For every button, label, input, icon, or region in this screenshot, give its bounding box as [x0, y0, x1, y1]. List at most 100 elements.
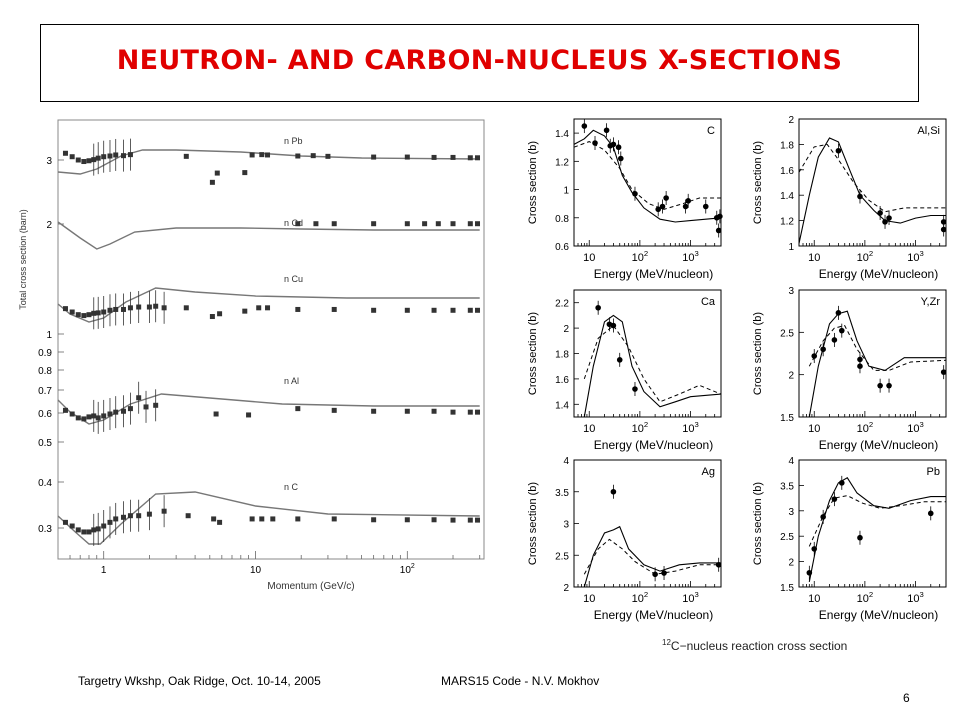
data-point: [927, 510, 934, 517]
data-point: [246, 412, 252, 418]
data-point: [886, 215, 892, 221]
y-tick-label: 2: [788, 371, 794, 382]
data-point: [467, 409, 473, 415]
panel-ca: 10 102 103 Energy (MeV/nucleon) 1.4 1.6 1.8 2 2.…: [527, 289, 722, 452]
data-point: [120, 306, 126, 312]
model-curve-dashed: [798, 143, 946, 213]
data-point: [62, 519, 68, 525]
data-point: [717, 213, 723, 220]
footer-left: Targetry Wkshp, Oak Ridge, Oct. 10-14, 2…: [78, 674, 321, 688]
data-point: [371, 408, 377, 414]
y-tick-label: 2.5: [780, 532, 794, 543]
data-point: [610, 141, 617, 148]
y-tick-label: 2: [563, 324, 569, 335]
model-curve-solid: [573, 129, 722, 223]
y-tick-label: 3: [788, 507, 794, 518]
footer-center: MARS15 Code - N.V. Mokhov: [441, 674, 600, 688]
data-point: [185, 513, 191, 519]
data-point: [62, 306, 68, 312]
y-axis-label: Cross section (b): [752, 141, 764, 224]
data-point: [113, 152, 119, 158]
left-plot-background: [14, 112, 488, 606]
data-point: [820, 346, 826, 353]
series-n-cu: n Cu: [57, 274, 481, 330]
y-tick-label: 1.2: [780, 217, 794, 228]
series-label: n Cu: [284, 274, 303, 284]
series-n-c: n C: [57, 482, 481, 546]
neutron-cross-section-plot: 1 10 102 Momentum (GeV/c) Total cross sectio…: [14, 112, 488, 606]
model-curve-dashed: [808, 495, 946, 547]
data-point: [143, 404, 149, 410]
data-point: [886, 382, 892, 389]
data-point: [153, 303, 159, 309]
data-point: [146, 304, 152, 310]
data-point: [101, 413, 107, 419]
data-point: [107, 411, 113, 417]
data-point: [422, 221, 428, 227]
model-curve-dashed: [808, 325, 947, 371]
y-axis-label: Cross section (b): [527, 312, 539, 395]
y-tick-label: 1.5: [780, 413, 794, 424]
panel-ag: 10 102 103 Energy (MeV/nucleon) 2 2.5 3 3.5 4 Cro…: [527, 456, 722, 622]
data-point: [404, 408, 410, 414]
data-point: [857, 534, 863, 541]
data-point: [101, 523, 107, 529]
data-point: [62, 407, 68, 413]
data-point: [431, 307, 437, 313]
x-tick-label: 102: [632, 420, 649, 435]
data-point: [69, 411, 75, 417]
data-point: [95, 415, 101, 421]
data-point: [371, 307, 377, 313]
data-point: [249, 516, 255, 522]
data-point: [113, 409, 119, 415]
panel-frame: [573, 118, 722, 247]
panel-label: Pb: [927, 466, 940, 478]
panel-label: Y,Zr: [921, 296, 941, 308]
data-point: [127, 406, 133, 412]
data-point: [431, 408, 437, 414]
data-point: [310, 153, 316, 159]
data-point: [404, 221, 410, 227]
data-point: [715, 227, 722, 234]
data-point: [331, 221, 337, 227]
panel-label: C: [707, 125, 715, 137]
x-tick-label: 10: [808, 593, 820, 605]
data-point: [127, 305, 133, 311]
data-point: [136, 304, 142, 310]
x-axis-label: Energy (MeV/nucleon): [594, 438, 713, 452]
x-axis-label: Momentum (GeV/c): [267, 581, 354, 592]
data-point: [838, 327, 845, 334]
data-point: [81, 416, 87, 422]
data-point: [265, 152, 271, 158]
data-point: [652, 571, 658, 578]
series-label: n Cd: [284, 218, 303, 228]
data-point: [450, 409, 456, 415]
y-tick-label: 1.4: [555, 400, 569, 411]
x-axis-label: Energy (MeV/nucleon): [819, 267, 938, 281]
data-point: [217, 311, 223, 317]
data-point: [811, 546, 818, 552]
data-point: [295, 153, 301, 159]
model-curve-solid: [808, 477, 946, 583]
data-point: [715, 561, 722, 568]
x-axis-label: Energy (MeV/nucleon): [819, 608, 938, 622]
y-tick-label: 3.5: [780, 481, 794, 492]
data-point: [450, 307, 456, 313]
data-point: [616, 357, 623, 363]
data-point: [259, 516, 265, 522]
data-point: [161, 508, 167, 514]
data-point: [120, 514, 126, 520]
data-point: [595, 304, 601, 311]
x-tick-label: 10: [583, 252, 595, 264]
data-point: [831, 496, 838, 502]
data-point: [75, 415, 81, 421]
data-point: [81, 159, 87, 165]
data-point: [161, 305, 167, 311]
data-point: [615, 144, 622, 151]
data-point: [467, 307, 473, 313]
data-point: [838, 480, 845, 486]
data-point: [467, 517, 473, 523]
data-point: [295, 306, 301, 312]
data-point: [113, 516, 119, 522]
y-axis-label: Cross section (b): [527, 141, 539, 224]
